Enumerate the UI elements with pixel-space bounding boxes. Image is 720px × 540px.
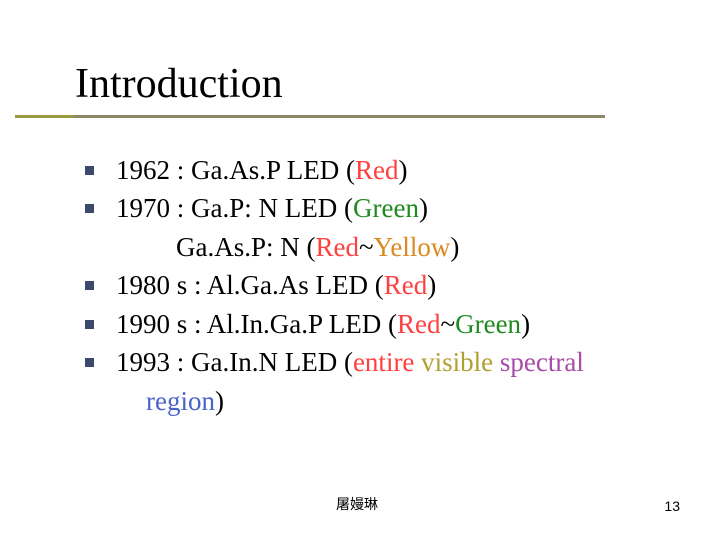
bullet-icon	[85, 204, 94, 213]
bullet-icon	[85, 243, 94, 252]
footer-author: 屠嫚琳	[336, 494, 378, 514]
colored-text: spectral	[500, 347, 584, 377]
colored-text: visible	[421, 347, 493, 377]
title-underline-accent	[15, 115, 73, 118]
colored-text: region	[146, 386, 215, 416]
bullet-text: 1980 s : Al.Ga.As LED (Red)	[116, 267, 670, 303]
bullet-row: 1993 : Ga.In.N LED (entire visible spect…	[85, 344, 670, 380]
bullet-icon	[85, 358, 94, 367]
colored-text: entire	[353, 347, 414, 377]
colored-text: Green	[353, 193, 419, 223]
text-run: 1962 : Ga.As.P LED (	[116, 155, 355, 185]
bullet-icon	[85, 281, 94, 290]
footer-page-number: 13	[664, 498, 680, 514]
bullet-icon	[85, 320, 94, 329]
text-run: 1990 s : Al.In.Ga.P LED (	[116, 309, 397, 339]
bullet-text: 1993 : Ga.In.N LED (entire visible spect…	[116, 344, 670, 380]
slide: Introduction 1962 : Ga.As.P LED (Red)197…	[0, 0, 720, 540]
text-run: )	[427, 270, 436, 300]
bullet-row: 1962 : Ga.As.P LED (Red)	[85, 152, 670, 188]
title-underline	[15, 115, 605, 118]
continuation-row: region)	[85, 383, 670, 419]
bullet-text: region)	[116, 383, 670, 419]
colored-text: Red	[355, 155, 399, 185]
colored-text: Yellow	[374, 232, 451, 262]
colored-text: Red	[384, 270, 428, 300]
text-run: 1980 s : Al.Ga.As LED (	[116, 270, 384, 300]
bullet-row: 1980 s : Al.Ga.As LED (Red)	[85, 267, 670, 303]
colored-text: Red	[397, 309, 441, 339]
bullet-icon	[85, 397, 94, 406]
bullet-text: 1970 : Ga.P: N LED (Green)	[116, 190, 670, 226]
text-run: )	[398, 155, 407, 185]
bullet-text: 1962 : Ga.As.P LED (Red)	[116, 152, 670, 188]
text-run: Ga.As.P: N (	[176, 232, 316, 262]
bullet-row: 1970 : Ga.P: N LED (Green)	[85, 190, 670, 226]
colored-text: ~	[440, 309, 455, 339]
text-run: )	[419, 193, 428, 223]
slide-body: 1962 : Ga.As.P LED (Red)1970 : Ga.P: N L…	[85, 152, 670, 421]
bullet-text: 1990 s : Al.In.Ga.P LED (Red~Green)	[116, 306, 670, 342]
text-run: )	[450, 232, 459, 262]
bullet-text: Ga.As.P: N (Red~Yellow)	[116, 229, 670, 265]
colored-text: ~	[359, 232, 374, 262]
colored-text: Green	[455, 309, 521, 339]
text-run: 1970 : Ga.P: N LED (	[116, 193, 353, 223]
colored-text: Red	[316, 232, 360, 262]
bullet-icon	[85, 166, 94, 175]
colored-text	[493, 347, 500, 377]
text-run: )	[215, 386, 224, 416]
continuation-row: Ga.As.P: N (Red~Yellow)	[85, 229, 670, 265]
bullet-row: 1990 s : Al.In.Ga.P LED (Red~Green)	[85, 306, 670, 342]
text-run: )	[521, 309, 530, 339]
slide-title: Introduction	[75, 60, 283, 108]
text-run: 1993 : Ga.In.N LED (	[116, 347, 353, 377]
